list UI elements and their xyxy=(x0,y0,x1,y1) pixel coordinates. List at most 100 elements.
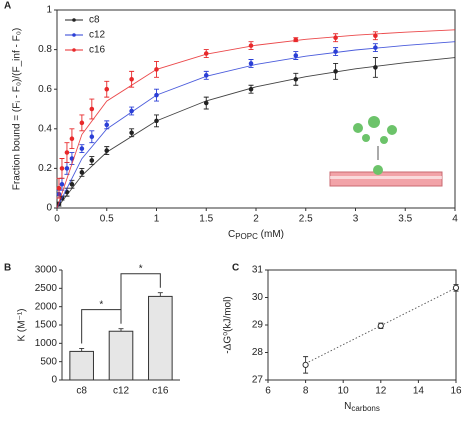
y-tick-label: 0.6 xyxy=(38,84,52,95)
data-point xyxy=(293,53,299,58)
x-tick-label: 8 xyxy=(303,386,309,397)
fit-line xyxy=(56,29,456,209)
x-tick-label: 3.5 xyxy=(398,214,412,225)
panel-letter: A xyxy=(4,1,11,12)
legend-label: c16 xyxy=(89,45,106,56)
x-tick-label: 6 xyxy=(265,386,271,397)
axis-label: Fraction bound = (Fᵢ - F₀)/(F_inf - F₀) xyxy=(12,28,23,190)
y-tick-label: 500 xyxy=(40,356,57,367)
data-point xyxy=(154,92,159,98)
axis-label: Ncarbons xyxy=(344,401,380,413)
y-tick-label: 0.8 xyxy=(38,44,52,55)
data-point xyxy=(333,35,338,41)
data-point xyxy=(452,284,460,291)
legend-marker xyxy=(72,18,76,22)
y-tick-label: 2500 xyxy=(35,283,58,294)
panel-letter: C xyxy=(232,263,239,274)
x-tick-label: 0 xyxy=(54,214,60,225)
y-tick-label: 0 xyxy=(46,203,52,214)
peptide xyxy=(380,136,388,144)
error-bar xyxy=(118,328,124,332)
membrane-illustration xyxy=(329,116,443,187)
data-point xyxy=(79,146,85,151)
fit-line xyxy=(56,41,456,209)
x-tick-label: 2.5 xyxy=(299,214,313,225)
error-bar xyxy=(79,348,85,352)
axis-label: CPOPC (mM) xyxy=(228,229,284,241)
data-point xyxy=(89,134,95,140)
data-point xyxy=(129,130,134,136)
axis-label: -ΔG⁰(kJ/mol) xyxy=(223,296,234,353)
legend-marker xyxy=(72,33,76,37)
data-point xyxy=(64,166,70,171)
x-tick-label: c16 xyxy=(152,386,169,397)
data-point xyxy=(373,45,378,50)
peptide xyxy=(387,125,397,135)
x-tick-label: 4 xyxy=(452,214,458,225)
axis-label-part: C xyxy=(228,229,235,240)
panel-letter: B xyxy=(4,263,11,274)
x-tick-label: c8 xyxy=(76,386,87,397)
legend-label: c12 xyxy=(89,30,106,41)
y-tick-label: 0.2 xyxy=(38,163,52,174)
data-point xyxy=(373,65,378,70)
x-tick-label: 0.5 xyxy=(100,214,114,225)
data-point xyxy=(248,61,254,66)
y-tick-label: 0 xyxy=(51,375,57,386)
y-tick-label: 1500 xyxy=(35,320,58,331)
data-point xyxy=(56,185,62,191)
y-tick-label: 30 xyxy=(252,292,264,303)
y-tick-label: 31 xyxy=(252,265,264,276)
significance-label: * xyxy=(99,299,103,310)
legend-marker xyxy=(72,48,76,52)
data-point xyxy=(248,86,254,92)
y-tick-label: 1000 xyxy=(35,338,58,349)
error-bar xyxy=(157,292,163,297)
x-tick-label: 2 xyxy=(253,214,259,225)
data-point xyxy=(129,77,134,82)
data-point xyxy=(373,33,378,39)
y-tick-label: 2000 xyxy=(35,301,58,312)
axis-label-part: N xyxy=(344,401,351,412)
peptide xyxy=(373,165,383,175)
y-tick-label: 29 xyxy=(252,320,264,331)
data-point xyxy=(333,69,338,74)
axis-label-part: carbons xyxy=(351,404,379,413)
data-point xyxy=(129,108,134,114)
y-tick-label: 0.4 xyxy=(38,123,52,134)
data-point xyxy=(64,150,70,155)
plot-frame xyxy=(267,269,457,381)
fit-line xyxy=(56,57,456,209)
data-point xyxy=(79,120,85,126)
bar xyxy=(148,295,173,381)
axis-label-part: (mM) xyxy=(258,229,284,240)
data-point xyxy=(293,37,299,43)
data-point xyxy=(248,43,254,48)
data-point xyxy=(89,106,95,112)
bar xyxy=(108,330,134,381)
data-point xyxy=(69,136,75,141)
significance-label: * xyxy=(139,263,143,274)
data-point xyxy=(293,77,299,82)
y-tick-label: 27 xyxy=(252,375,264,386)
data-point xyxy=(377,322,384,329)
bar xyxy=(69,350,94,381)
x-tick-label: 14 xyxy=(413,386,425,397)
x-tick-label: 3 xyxy=(353,214,359,225)
peptide xyxy=(368,116,380,128)
data-point xyxy=(203,51,209,56)
axis-label: K (M⁻¹) xyxy=(17,308,28,341)
data-point xyxy=(89,158,95,163)
x-tick-label: 16 xyxy=(450,386,462,397)
data-point xyxy=(59,166,65,171)
significance-bracket xyxy=(120,273,161,324)
data-point xyxy=(203,100,209,106)
data-point xyxy=(79,170,85,175)
axis-label-part: POPC xyxy=(235,232,258,241)
y-tick-label: 3000 xyxy=(35,265,58,276)
y-tick-label: 28 xyxy=(252,347,264,358)
x-tick-label: 10 xyxy=(338,386,350,397)
data-point xyxy=(104,148,110,153)
x-tick-label: 12 xyxy=(375,386,387,397)
